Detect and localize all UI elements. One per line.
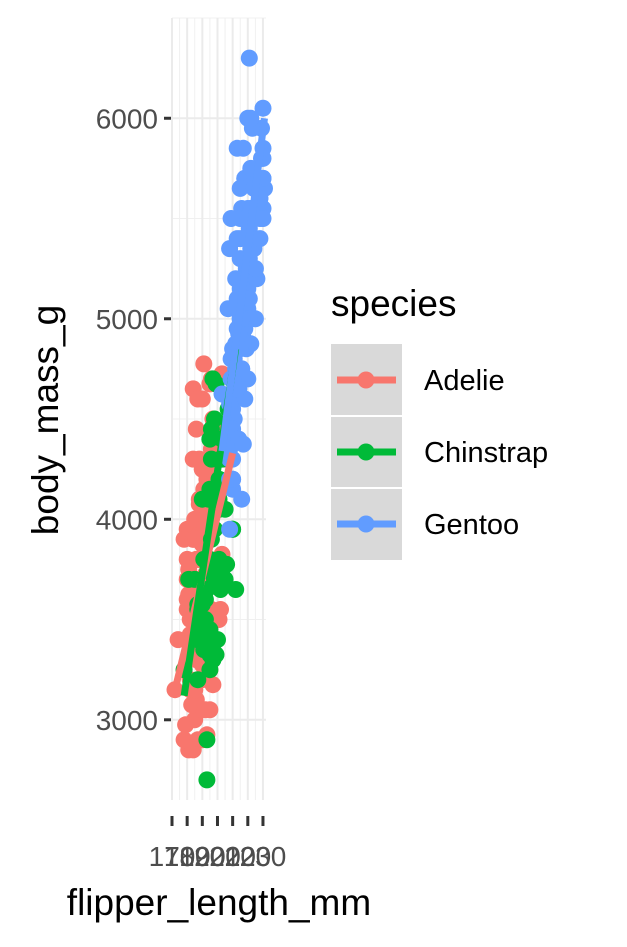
- point-chinstrap: [189, 671, 207, 689]
- legend-label-adelie: Adelie: [424, 365, 505, 397]
- point-chinstrap: [213, 560, 231, 578]
- point-chinstrap: [227, 581, 245, 598]
- point-chinstrap: [204, 370, 222, 388]
- fit-lines: [171, 117, 268, 697]
- x-tick-label: 230: [240, 841, 287, 872]
- x-tick-label: 180: [164, 841, 211, 872]
- point-gentoo: [231, 179, 249, 197]
- point-gentoo: [233, 490, 251, 508]
- x-axis-title: flipper_length_mm: [67, 882, 371, 923]
- point-adelie: [201, 701, 219, 719]
- point-gentoo: [234, 139, 252, 157]
- legend-label-gentoo: Gentoo: [424, 509, 519, 541]
- point-adelie: [183, 696, 201, 714]
- fit-line-gentoo: [218, 117, 268, 452]
- legend-key-point-gentoo: [357, 515, 375, 533]
- point-chinstrap: [198, 771, 216, 789]
- point-chinstrap: [201, 661, 219, 679]
- point-gentoo: [254, 210, 272, 227]
- point-gentoo: [234, 435, 252, 453]
- point-adelie: [189, 390, 207, 408]
- point-gentoo: [246, 260, 264, 278]
- point-chinstrap: [206, 410, 223, 428]
- x-tick-label: 220: [224, 841, 271, 872]
- point-chinstrap: [201, 621, 219, 639]
- point-gentoo: [242, 109, 260, 127]
- point-gentoo: [251, 230, 269, 248]
- point-gentoo: [240, 49, 258, 67]
- point-gentoo: [228, 230, 246, 248]
- y-tick-label: 6000: [96, 103, 158, 134]
- x-tick-label: 210: [209, 841, 256, 872]
- legend-key-point-adelie: [357, 371, 375, 389]
- point-adelie: [177, 716, 195, 734]
- point-adelie: [175, 731, 193, 749]
- point-gentoo: [222, 210, 240, 227]
- point-gentoo: [254, 99, 272, 117]
- x-tick-label: 190: [179, 841, 226, 872]
- point-chinstrap: [212, 581, 229, 598]
- y-tick-label: 5000: [96, 304, 158, 335]
- point-chinstrap: [198, 731, 216, 749]
- legend-label-chinstrap: Chinstrap: [424, 437, 548, 469]
- y-tick-label: 4000: [96, 504, 158, 535]
- legend-key-point-chinstrap: [357, 443, 375, 461]
- legend-title: species: [331, 283, 456, 324]
- point-adelie: [186, 510, 204, 528]
- point-gentoo: [221, 520, 239, 538]
- legend-items: Adelie Chinstrap Gentoo: [331, 365, 548, 541]
- point-adelie: [187, 420, 205, 438]
- y-axis: 3000 4000 5000 6000: [96, 103, 171, 736]
- point-chinstrap: [180, 570, 198, 588]
- point-gentoo: [227, 270, 245, 288]
- y-axis-title: body_mass_g: [25, 305, 66, 535]
- point-adelie: [184, 450, 202, 468]
- y-tick-label: 3000: [96, 705, 158, 736]
- x-tick-label: 170: [149, 841, 196, 872]
- x-tick-label: 200: [194, 841, 241, 872]
- legend: species Adelie Chinstrap Gentoo: [331, 283, 548, 560]
- plot-panel: [166, 17, 273, 800]
- point-chinstrap: [195, 641, 213, 659]
- point-adelie: [195, 355, 213, 373]
